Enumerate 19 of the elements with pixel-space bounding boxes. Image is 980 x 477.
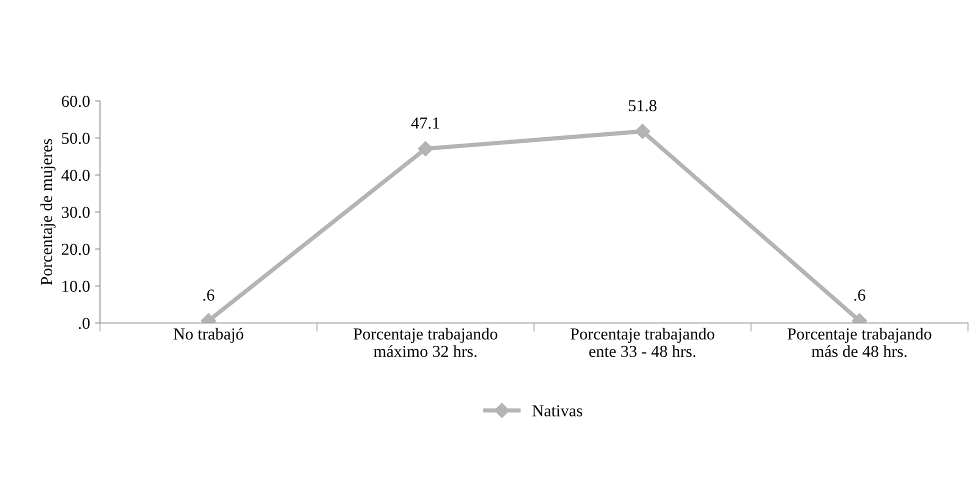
x-tick-label: Porcentaje trabajando ente 33 - 48 hrs. bbox=[570, 328, 714, 358]
y-tick-label: 60.0 bbox=[62, 96, 90, 108]
data-label: .6 bbox=[854, 290, 866, 301]
y-tick-label: 30.0 bbox=[62, 206, 90, 218]
legend-label: Nativas bbox=[532, 405, 582, 416]
y-tick-label: 20.0 bbox=[62, 244, 90, 256]
data-label: 47.1 bbox=[411, 118, 440, 129]
x-tick-label: Porcentaje trabajando más de 48 hrs. bbox=[788, 328, 932, 358]
x-tick-label: No trabajó bbox=[174, 328, 244, 343]
x-tick-label: Porcentaje trabajando máximo 32 hrs. bbox=[354, 328, 498, 358]
y-tick-label: 10.0 bbox=[62, 280, 90, 292]
data-label: .6 bbox=[203, 290, 214, 301]
y-tick-label: .0 bbox=[78, 318, 90, 330]
point bbox=[418, 141, 434, 156]
point bbox=[634, 124, 650, 139]
y-tick-label: 40.0 bbox=[61, 170, 90, 182]
data-label: 51.8 bbox=[628, 100, 656, 112]
y-tick-label: 50.0 bbox=[62, 132, 90, 144]
y-axis-title: Porcentaje de mujeres bbox=[40, 139, 56, 286]
